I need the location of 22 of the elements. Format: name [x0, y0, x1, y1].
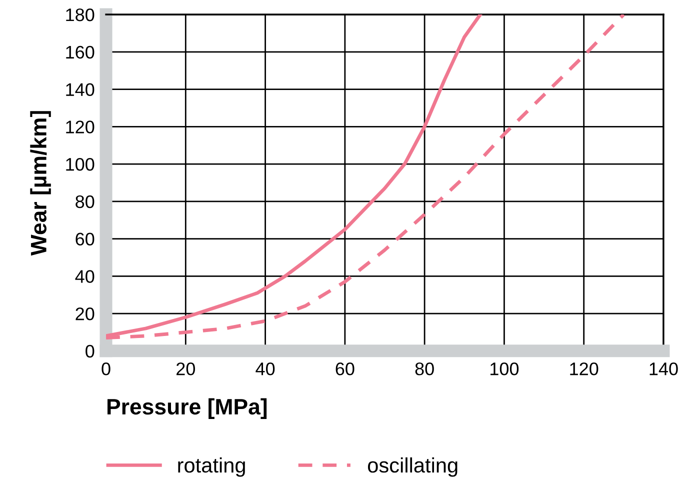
y-tick-label: 80 [76, 195, 94, 208]
x-tick-label: 60 [336, 362, 354, 376]
y-tick-label: 60 [76, 232, 94, 246]
y-axis-title: Wear [µm/km] [30, 111, 51, 256]
y-tick-label: 100 [66, 158, 94, 171]
y-tick-label: 0 [86, 344, 94, 358]
x-axis-title: Pressure [MPa] [108, 398, 267, 419]
x-tick-label: 140 [650, 362, 678, 376]
legend-label: rotating [178, 457, 245, 477]
y-tick-label: 120 [66, 120, 94, 134]
x-tick-label: 100 [490, 362, 519, 376]
y-tick-label: 40 [75, 270, 94, 283]
y-tick-label: 160 [66, 46, 94, 59]
x-tick-label: 120 [570, 362, 598, 376]
x-tick-label: 0 [102, 362, 110, 376]
x-tick-label: 80 [415, 362, 434, 376]
x-tick-label: 40 [256, 362, 275, 376]
y-tick-label: 180 [66, 8, 94, 22]
x-tick-label: 20 [176, 362, 195, 376]
y-tick-label: 140 [66, 83, 94, 96]
y-tick-label: 20 [76, 307, 94, 320]
legend-label: oscillating [368, 457, 458, 477]
